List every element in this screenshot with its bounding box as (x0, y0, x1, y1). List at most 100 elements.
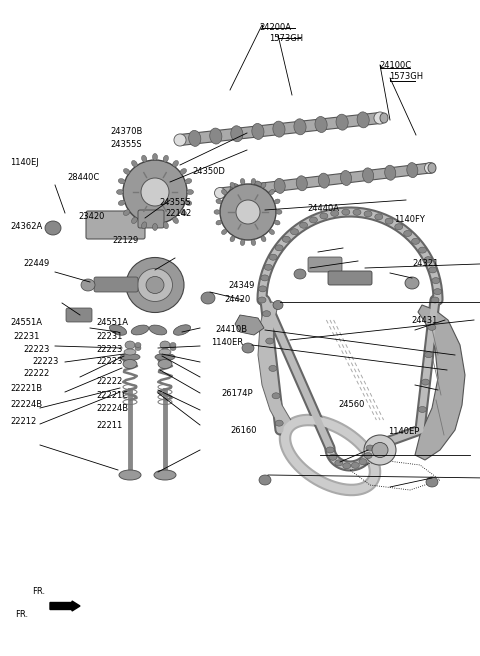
Ellipse shape (81, 279, 95, 291)
Ellipse shape (310, 217, 317, 223)
Ellipse shape (357, 112, 369, 128)
Polygon shape (258, 302, 292, 430)
Text: 22231: 22231 (96, 332, 122, 341)
Ellipse shape (201, 292, 215, 304)
Text: 24350D: 24350D (192, 167, 225, 176)
FancyBboxPatch shape (328, 271, 372, 285)
Ellipse shape (296, 176, 307, 191)
Ellipse shape (340, 171, 351, 186)
Ellipse shape (123, 160, 187, 224)
Ellipse shape (230, 236, 235, 241)
Ellipse shape (294, 269, 306, 279)
Ellipse shape (336, 114, 348, 130)
Ellipse shape (153, 224, 157, 230)
Text: 22223: 22223 (23, 345, 49, 354)
Ellipse shape (405, 277, 419, 289)
Ellipse shape (117, 190, 123, 194)
Text: 24355S: 24355S (110, 140, 142, 149)
Ellipse shape (160, 341, 170, 349)
FancyBboxPatch shape (66, 308, 92, 322)
Ellipse shape (236, 200, 260, 224)
Text: 24410B: 24410B (215, 325, 247, 335)
Ellipse shape (174, 134, 186, 146)
Ellipse shape (189, 131, 201, 146)
Ellipse shape (123, 169, 130, 174)
Ellipse shape (45, 221, 61, 235)
Ellipse shape (274, 199, 280, 204)
Ellipse shape (185, 178, 192, 184)
Ellipse shape (421, 379, 430, 385)
Ellipse shape (214, 210, 220, 215)
Ellipse shape (173, 325, 191, 335)
Ellipse shape (431, 297, 439, 303)
Text: 24349: 24349 (228, 281, 255, 290)
Ellipse shape (266, 338, 274, 344)
Ellipse shape (264, 264, 272, 270)
Text: 22449: 22449 (23, 259, 49, 268)
Text: FR.: FR. (32, 588, 45, 596)
Ellipse shape (210, 128, 222, 144)
Ellipse shape (380, 113, 388, 123)
Text: 22223: 22223 (33, 357, 59, 366)
Ellipse shape (375, 214, 383, 220)
Ellipse shape (170, 342, 176, 348)
Ellipse shape (269, 255, 277, 260)
Text: 24100C: 24100C (379, 61, 411, 70)
Ellipse shape (429, 267, 437, 273)
Ellipse shape (335, 460, 343, 466)
Ellipse shape (329, 454, 337, 461)
Ellipse shape (170, 346, 176, 350)
Ellipse shape (230, 182, 235, 188)
Ellipse shape (220, 184, 276, 240)
Text: 26160: 26160 (230, 426, 257, 436)
Ellipse shape (173, 217, 179, 224)
FancyArrow shape (50, 601, 80, 611)
Ellipse shape (419, 247, 427, 253)
Text: 1140EP: 1140EP (388, 427, 419, 436)
Ellipse shape (163, 222, 168, 229)
Ellipse shape (118, 200, 125, 205)
Ellipse shape (261, 182, 266, 188)
Ellipse shape (163, 155, 168, 162)
Ellipse shape (252, 123, 264, 140)
Text: 24200A: 24200A (259, 23, 291, 32)
Ellipse shape (362, 168, 373, 183)
Polygon shape (180, 113, 381, 146)
Ellipse shape (180, 210, 187, 215)
Ellipse shape (411, 238, 420, 244)
Polygon shape (219, 163, 431, 198)
Text: 24440A: 24440A (307, 204, 339, 213)
Ellipse shape (259, 286, 267, 292)
Ellipse shape (158, 359, 172, 369)
Ellipse shape (187, 190, 193, 194)
Ellipse shape (141, 178, 169, 206)
Ellipse shape (120, 354, 140, 361)
Text: 22211: 22211 (96, 421, 122, 430)
Ellipse shape (149, 325, 167, 335)
Ellipse shape (251, 178, 256, 184)
Text: 22222: 22222 (96, 377, 122, 386)
Ellipse shape (231, 126, 243, 142)
Ellipse shape (269, 190, 275, 195)
Ellipse shape (135, 346, 141, 350)
Text: 22221C: 22221C (96, 391, 128, 400)
Ellipse shape (124, 349, 136, 355)
Text: 23420: 23420 (78, 212, 105, 221)
Ellipse shape (272, 393, 280, 399)
Ellipse shape (155, 354, 175, 361)
Ellipse shape (426, 477, 438, 487)
FancyBboxPatch shape (138, 210, 164, 228)
Ellipse shape (273, 121, 285, 137)
Text: 22142: 22142 (166, 209, 192, 218)
Ellipse shape (318, 173, 329, 188)
Text: 28440C: 28440C (67, 173, 99, 182)
Ellipse shape (119, 470, 141, 480)
Ellipse shape (300, 222, 308, 228)
Text: FR.: FR. (15, 610, 28, 619)
Polygon shape (415, 305, 465, 460)
Ellipse shape (331, 211, 339, 216)
Ellipse shape (290, 229, 299, 235)
Ellipse shape (132, 161, 137, 167)
Ellipse shape (282, 236, 290, 242)
Ellipse shape (273, 300, 283, 310)
